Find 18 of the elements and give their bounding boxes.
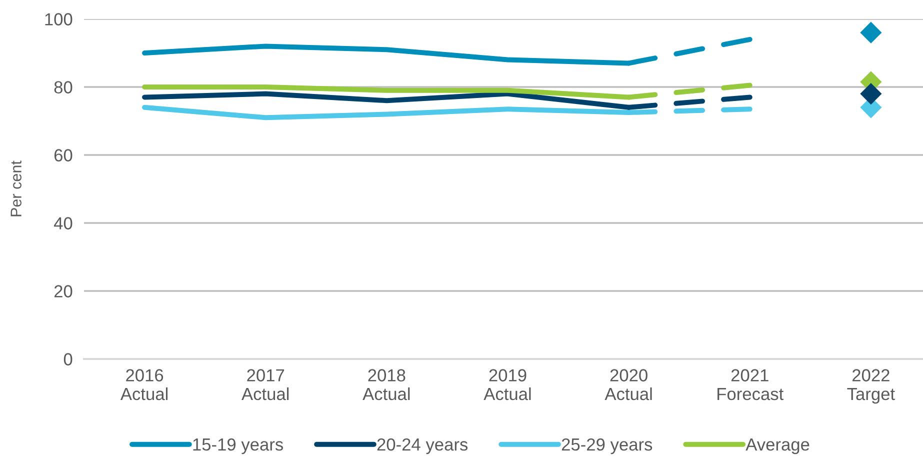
y-axis-title: Per cent [10,160,22,216]
legend-label: 25-29 years [562,438,652,454]
x-tick-label: 2021 Forecast [718,369,784,400]
legend-label: 15-19 years [193,438,283,454]
y-tick-label: 100 [45,13,72,26]
x-tick-label: 2017 Actual [242,369,289,400]
x-tick-label: 2018 Actual [362,369,410,400]
y-tick-label: 60 [54,149,72,162]
legend-label: Average [746,438,810,454]
x-tick-label: 2019 Actual [484,369,531,400]
x-tick-label: 2016 Actual [120,369,168,400]
y-tick-label: 0 [64,353,72,366]
x-tick-label: 2022 Target [847,369,895,404]
y-tick-label: 80 [54,81,72,94]
x-tick-label: 2020 Actual [604,369,652,400]
y-tick-label: 20 [54,285,72,298]
y-tick-label: 40 [54,217,72,230]
legend-label: 20-24 years [377,438,468,454]
